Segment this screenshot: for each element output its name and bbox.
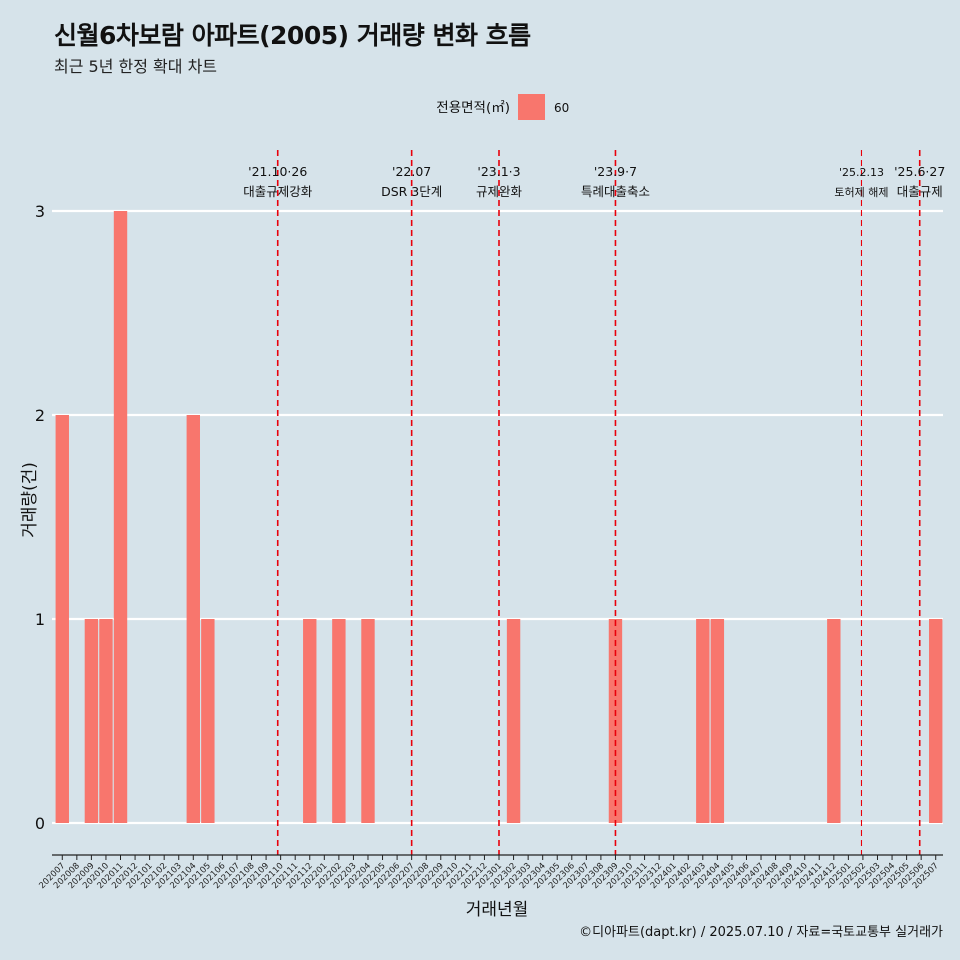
event-name-label: DSR 3단계 bbox=[381, 184, 442, 199]
legend-title: 전용면적(㎡) bbox=[436, 100, 510, 116]
chart-title: 신월6차보람 아파트(2005) 거래량 변화 흐름 bbox=[54, 21, 531, 50]
bar-202412 bbox=[827, 619, 841, 823]
bar-202404 bbox=[710, 619, 725, 823]
y-axis-label: 거래량(건) bbox=[20, 462, 40, 538]
bar-202202 bbox=[332, 619, 346, 823]
bar-202011 bbox=[113, 211, 128, 823]
bar-202105 bbox=[201, 619, 215, 823]
event-name-label: 대출규제 bbox=[897, 184, 943, 199]
y-tick-label: 1 bbox=[35, 610, 45, 629]
bar-202009 bbox=[84, 619, 99, 823]
legend-label: 60 bbox=[554, 101, 569, 115]
y-tick-label: 2 bbox=[35, 406, 45, 425]
y-tick-label: 0 bbox=[35, 814, 45, 833]
bar-202104 bbox=[186, 415, 200, 823]
event-name-label: 대출규제강화 bbox=[243, 184, 313, 199]
y-axis: 0 1 2 3 bbox=[35, 202, 45, 833]
event-name-label: 특례대출축소 bbox=[581, 184, 650, 199]
event-name-label: 토허제 해제 bbox=[834, 185, 888, 199]
event-lines: '21.10·26 대출규제강화 '22.07 DSR 3단계 '23.1·3 규제완화 '… bbox=[243, 150, 945, 855]
bar-202403 bbox=[696, 619, 710, 823]
event-date-label: '21.10·26 bbox=[248, 164, 307, 179]
bar-202112 bbox=[303, 619, 317, 823]
event-date-label: '25.2.13 bbox=[839, 166, 884, 179]
gridlines bbox=[52, 209, 943, 825]
chart-subtitle: 최근 5년 한정 확대 차트 bbox=[54, 57, 218, 76]
event-date-label: '22.07 bbox=[392, 164, 431, 179]
x-axis: 2020072020082020092020102020112020122021… bbox=[37, 854, 943, 891]
event-date-label: '25.6·27 bbox=[894, 164, 945, 179]
legend: 전용면적(㎡) 60 bbox=[436, 94, 569, 120]
bar-202204 bbox=[361, 619, 375, 823]
legend-swatch bbox=[518, 94, 545, 120]
bars bbox=[55, 211, 943, 823]
bar-202507 bbox=[929, 619, 943, 823]
bar-202010 bbox=[99, 619, 113, 823]
bar-202302 bbox=[506, 619, 521, 823]
event-name-label: 규제완화 bbox=[476, 184, 523, 199]
source-caption: ©디아파트(dapt.kr) / 2025.07.10 / 자료=국토교통부 실… bbox=[579, 925, 943, 940]
bar-202007 bbox=[55, 415, 69, 823]
event-date-label: '23.1·3 bbox=[477, 164, 520, 179]
x-axis-label: 거래년월 bbox=[466, 900, 529, 920]
y-tick-label: 3 bbox=[35, 202, 45, 221]
event-date-label: '23.9·7 bbox=[594, 164, 637, 179]
